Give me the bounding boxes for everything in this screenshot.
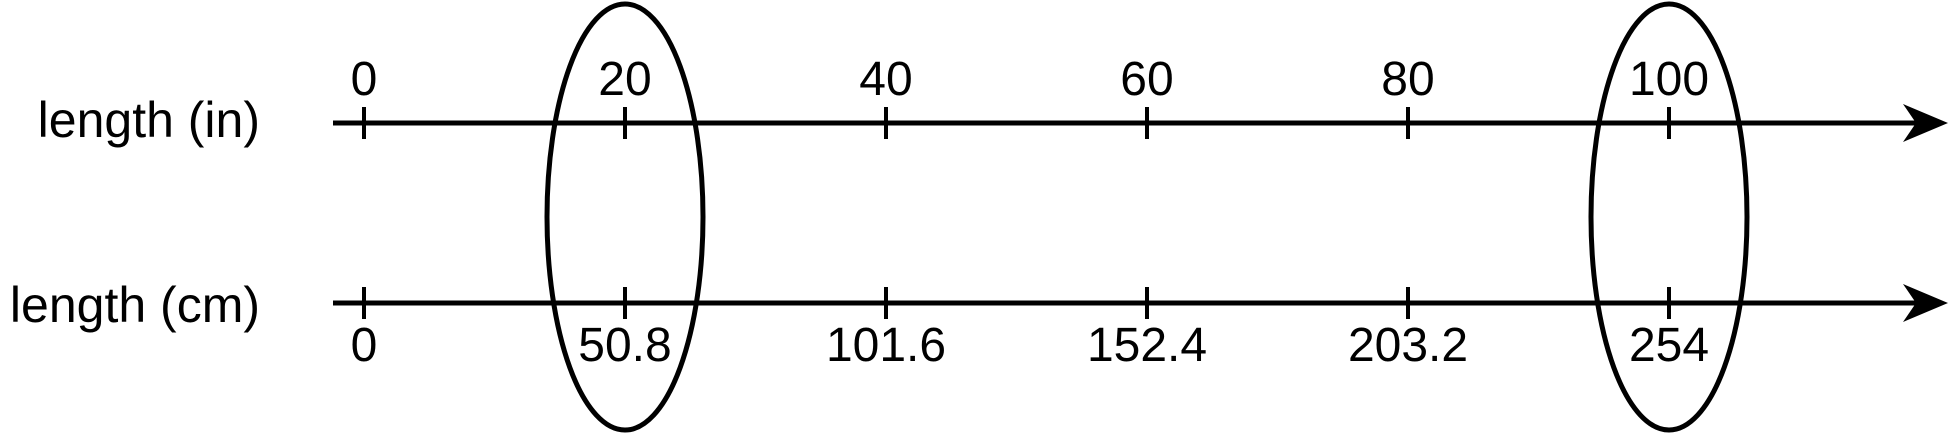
- tick-label: 50.8: [578, 319, 672, 372]
- tick-label: 0: [350, 53, 378, 106]
- row-label-length-in: length (in): [37, 92, 260, 148]
- row-label-length-cm: length (cm): [9, 277, 260, 333]
- circled-pair-ellipse: [544, 1, 706, 433]
- circled-pair-ellipse: [1588, 1, 1750, 433]
- tick-label: 60: [1120, 53, 1174, 106]
- tick-label: 20: [598, 53, 652, 106]
- tick-label: 40: [859, 53, 913, 106]
- tick-label: 101.6: [825, 319, 947, 372]
- tick-label: 152.4: [1086, 319, 1208, 372]
- axis-arrowhead-icon: [1903, 284, 1948, 322]
- tick-label: 80: [1381, 53, 1435, 106]
- tick-label: 100: [1628, 53, 1710, 106]
- axis-arrowhead-icon: [1903, 104, 1948, 142]
- tick-label: 0: [350, 319, 378, 372]
- tick-label: 254: [1628, 319, 1710, 372]
- tick-label: 203.2: [1347, 319, 1469, 372]
